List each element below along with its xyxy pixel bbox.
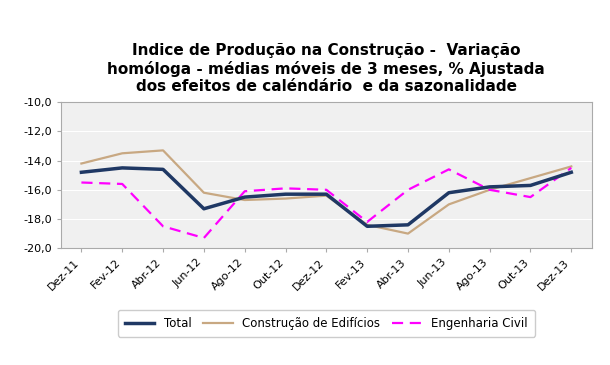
Total [118,166,126,170]
Construção de Edifícios [404,231,412,236]
Total [404,223,412,227]
Total [445,191,453,195]
Total [159,167,167,172]
Engenharia Civil [241,189,248,193]
Engenharia Civil [568,166,575,170]
Construção de Edifícios [323,193,330,198]
Construção de Edifícios [486,188,493,192]
Legend: Total, Construção de Edifícios, Engenharia Civil: Total, Construção de Edifícios, Engenhar… [118,310,535,337]
Engenharia Civil [486,188,493,192]
Engenharia Civil [364,220,371,224]
Engenharia Civil [282,186,289,191]
Engenharia Civil [77,180,85,185]
Construção de Edifícios [159,148,167,153]
Construção de Edifícios [77,161,85,166]
Engenharia Civil [404,188,412,192]
Total [527,183,534,188]
Engenharia Civil [445,167,453,172]
Total [282,192,289,196]
Engenharia Civil [118,182,126,186]
Construção de Edifícios [282,196,289,201]
Engenharia Civil [159,224,167,228]
Engenharia Civil [323,188,330,192]
Line: Total: Total [81,168,572,226]
Line: Engenharia Civil: Engenharia Civil [81,168,572,238]
Engenharia Civil [200,236,207,240]
Construção de Edifícios [364,223,371,227]
Total [568,170,575,174]
Construção de Edifícios [568,164,575,169]
Line: Construção de Edifícios: Construção de Edifícios [81,150,572,234]
Engenharia Civil [527,195,534,199]
Title: Indice de Produção na Construção -  Variação
homóloga - médias móveis de 3 meses: Indice de Produção na Construção - Varia… [107,43,545,94]
Total [200,207,207,211]
Total [486,185,493,189]
Total [323,192,330,196]
Total [77,170,85,174]
Construção de Edifícios [200,191,207,195]
Construção de Edifícios [118,151,126,155]
Construção de Edifícios [241,198,248,202]
Total [241,195,248,199]
Construção de Edifícios [445,202,453,207]
Total [364,224,371,228]
Construção de Edifícios [527,176,534,180]
